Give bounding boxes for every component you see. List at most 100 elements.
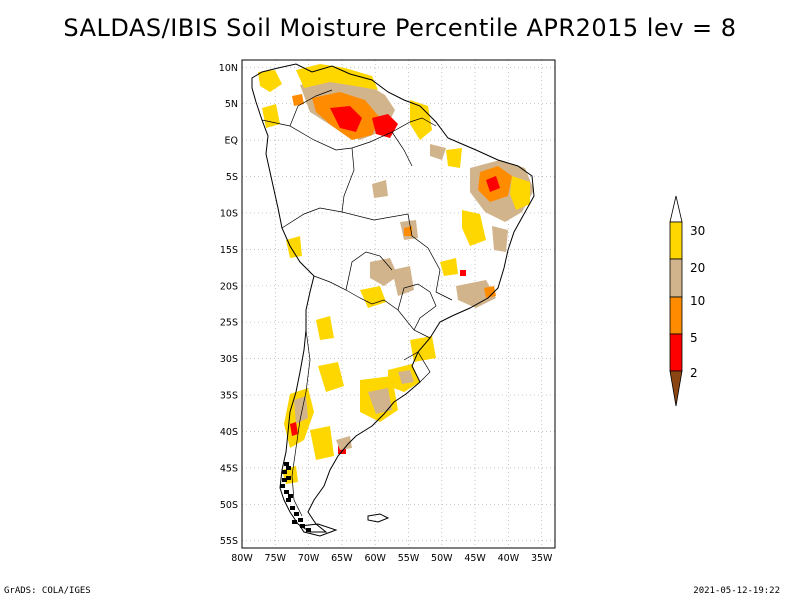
shade-patch [430,144,446,160]
border [391,117,437,133]
lon-tick-label: 70W [298,553,320,564]
shade-patch [410,100,432,140]
shade-patch [440,258,458,276]
border [291,329,311,517]
lat-tick-label: 5N [225,99,238,110]
lat-tick-label: 55S [220,536,238,547]
island-mark [294,512,299,516]
lat-tick-label: 20S [220,281,238,292]
tierra-del-fuego [299,523,338,537]
lat-tick-label: 30S [220,354,238,365]
footer-credit: GrADS: COLA/IGES [4,586,91,596]
lat-tick-label: 10S [220,208,238,219]
shade-patch [360,286,386,308]
shade-patch [318,362,344,392]
map-frame [241,59,556,549]
percentile-shading [258,64,534,484]
colorbar-cap-bottom [669,370,683,407]
border [281,207,343,229]
shade-patch [446,148,462,168]
lon-tick-label: 60W [364,553,386,564]
border [403,351,431,383]
lon-tick-label: 35W [531,553,553,564]
shade-patch [330,106,362,132]
chile-islands [280,462,311,532]
colorbar-segment-2-5 [669,333,683,372]
island-mark [280,484,285,488]
border [289,89,333,127]
border [341,147,453,301]
island-mark [286,498,291,502]
lat-tick-label: 45S [220,463,238,474]
island-mark [288,494,293,498]
colorbar-label: 2 [690,366,698,380]
shade-patch [510,176,530,210]
island-mark [306,528,311,532]
lat-tick-label: 35S [220,391,238,402]
lat-tick-label: 25S [220,318,238,329]
island-mark [286,466,291,470]
lon-tick-label: 45W [464,553,486,564]
island-mark [292,520,297,524]
lat-tick-label: 5S [226,172,238,183]
lon-tick-label: 40W [498,553,520,564]
colorbar: 30 20 10 5 2 [669,195,705,407]
island-mark [290,506,295,510]
lon-tick-label: 80W [231,553,253,564]
shade-patch [486,176,500,192]
island-mark [284,462,289,466]
shade-patch [398,370,414,384]
shade-patch [258,70,282,92]
colorbar-label: 20 [690,261,705,275]
shade-patch [290,422,298,436]
falkland-islands [367,513,390,523]
island-mark [282,470,287,474]
shade-patch [484,286,496,298]
shade-patch [462,210,486,246]
shade-patch [286,236,302,258]
shade-patch [310,426,334,460]
shade-patch [410,336,436,362]
island-mark [298,518,303,522]
lat-tick-label: 40S [220,427,238,438]
footer-timestamp: 2021-05-12-19:22 [693,586,780,596]
shade-patch [292,94,304,106]
lat-tick-label: 15S [220,245,238,256]
shade-patch [372,180,388,198]
shade-patch [262,104,280,128]
border [313,275,431,339]
shade-patch [460,270,466,276]
colorbar-segment-5-10 [669,296,683,335]
country-borders [261,89,453,517]
island-mark [300,524,305,528]
lat-tick-label: EQ [225,136,238,147]
island-mark [282,478,287,482]
shade-patch [456,280,496,308]
shade-patch [372,114,398,138]
island-mark [284,490,289,494]
shade-patch [316,316,334,340]
island-mark [286,476,291,480]
colorbar-cap-top [669,195,683,223]
colorbar-segment-10-20 [669,258,683,298]
map-grid [241,60,555,548]
colorbar-segment-20-30 [669,221,683,260]
colorbar-label: 5 [690,331,698,345]
shade-patch [336,436,352,450]
colorbar-label: 30 [690,224,705,238]
shade-patch [404,226,412,236]
lat-tick-label: 50S [220,500,238,511]
lon-tick-label: 55W [398,553,420,564]
lon-tick-label: 75W [265,553,287,564]
border [345,251,393,291]
shade-patch [492,226,508,252]
lat-tick-label: 10N [219,63,238,74]
shade-patch [392,266,414,296]
shade-patch [294,396,308,424]
shade-patch [370,258,398,286]
lon-tick-label: 50W [431,553,453,564]
longitude-labels: 80W 75W 70W 65W 60W 55W 50W 45W 40W 35W [231,553,553,564]
shade-patch [368,388,392,414]
map-title: SALDAS/IBIS Soil Moisture Percentile APR… [63,14,737,42]
